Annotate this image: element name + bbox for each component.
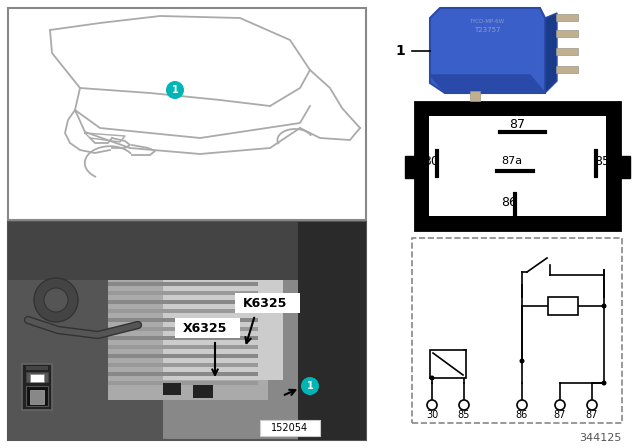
Circle shape bbox=[555, 400, 565, 410]
Bar bbox=[298, 222, 366, 440]
Bar bbox=[429, 116, 606, 216]
Bar bbox=[108, 309, 258, 313]
Circle shape bbox=[166, 81, 184, 99]
Bar bbox=[108, 318, 258, 322]
Text: 30: 30 bbox=[423, 155, 439, 168]
Bar bbox=[260, 420, 320, 436]
Bar bbox=[8, 222, 163, 440]
Text: 87: 87 bbox=[586, 410, 598, 420]
Text: 86: 86 bbox=[501, 195, 517, 208]
Text: 1: 1 bbox=[307, 381, 314, 391]
Bar bbox=[412, 238, 622, 423]
Circle shape bbox=[459, 400, 469, 410]
Bar bbox=[163, 270, 283, 380]
Bar bbox=[8, 8, 366, 220]
Bar bbox=[26, 372, 48, 382]
Bar bbox=[108, 291, 258, 295]
Bar bbox=[108, 372, 258, 376]
Bar bbox=[108, 363, 258, 367]
Bar bbox=[30, 390, 44, 404]
Circle shape bbox=[44, 288, 68, 312]
Bar bbox=[430, 350, 466, 378]
Circle shape bbox=[301, 377, 319, 395]
Text: 30: 30 bbox=[426, 410, 438, 420]
Text: 86: 86 bbox=[516, 410, 528, 420]
Bar bbox=[108, 270, 268, 400]
Polygon shape bbox=[545, 13, 557, 93]
Bar bbox=[26, 366, 48, 370]
Circle shape bbox=[517, 400, 527, 410]
Bar bbox=[26, 386, 48, 406]
Text: 1: 1 bbox=[172, 85, 179, 95]
Text: 85: 85 bbox=[458, 410, 470, 420]
Bar bbox=[470, 91, 480, 101]
Polygon shape bbox=[430, 8, 545, 93]
Text: 344125: 344125 bbox=[579, 433, 621, 443]
Text: 87: 87 bbox=[554, 410, 566, 420]
Bar bbox=[556, 14, 578, 21]
Bar bbox=[163, 383, 181, 395]
Text: 85: 85 bbox=[594, 155, 610, 168]
Text: X6325: X6325 bbox=[183, 322, 227, 335]
Circle shape bbox=[427, 400, 437, 410]
Bar bbox=[108, 282, 258, 286]
Text: TYCO-MP-6W: TYCO-MP-6W bbox=[469, 18, 504, 23]
Circle shape bbox=[34, 278, 78, 322]
Bar bbox=[22, 364, 52, 410]
Text: 152054: 152054 bbox=[271, 423, 308, 433]
Bar bbox=[235, 293, 300, 313]
Bar bbox=[8, 222, 298, 280]
Bar bbox=[193, 385, 213, 398]
Text: 1: 1 bbox=[395, 44, 405, 58]
Bar bbox=[108, 381, 258, 385]
Bar bbox=[175, 318, 240, 338]
Bar bbox=[556, 48, 578, 55]
Text: 87: 87 bbox=[509, 117, 525, 130]
Circle shape bbox=[520, 358, 525, 363]
Polygon shape bbox=[430, 75, 545, 93]
Bar bbox=[8, 222, 366, 440]
Bar bbox=[108, 354, 258, 358]
Bar bbox=[415, 102, 620, 230]
Bar bbox=[405, 156, 415, 178]
Bar bbox=[108, 327, 258, 331]
Bar bbox=[108, 300, 258, 304]
Bar bbox=[556, 30, 578, 37]
Circle shape bbox=[602, 380, 607, 385]
Bar bbox=[30, 374, 44, 382]
Text: K6325: K6325 bbox=[243, 297, 287, 310]
Bar bbox=[548, 297, 578, 315]
Text: T23757: T23757 bbox=[474, 27, 500, 33]
Bar bbox=[620, 156, 630, 178]
Bar bbox=[108, 336, 258, 340]
Circle shape bbox=[602, 303, 607, 309]
Text: 87a: 87a bbox=[501, 156, 523, 166]
Bar bbox=[556, 66, 578, 73]
Circle shape bbox=[429, 375, 435, 380]
Circle shape bbox=[587, 400, 597, 410]
Bar bbox=[108, 345, 258, 349]
